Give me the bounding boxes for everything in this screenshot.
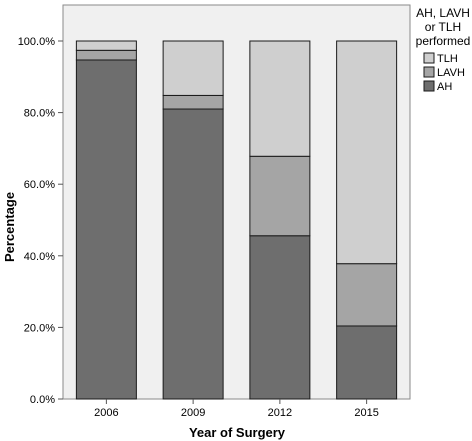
legend-swatch-lavh [423, 66, 435, 78]
y-tick-label: 100.0% [18, 36, 56, 48]
x-axis-label: Year of Surgery [189, 425, 286, 440]
legend-items: TLH LAVH AH [423, 52, 465, 93]
legend-label-ah: AH [437, 81, 452, 93]
bars-group [75, 40, 398, 400]
y-tick-label: 20.0% [24, 322, 55, 334]
y-tick-label: 60.0% [24, 179, 55, 191]
legend: AH, LAVH or TLH performed TLH LAVH AH [416, 6, 471, 93]
y-tick-label: 40.0% [24, 251, 55, 263]
x-tick-label-2006: 2006 [94, 407, 118, 419]
bar-ah-2006 [75, 59, 137, 400]
bar-lavh-2009 [162, 94, 224, 110]
bar-tlh-2012 [249, 40, 311, 157]
bar-ah-2012 [249, 235, 311, 400]
y-axis: 0.0% 20.0% 40.0% 60.0% 80.0% 100.0% [18, 36, 63, 406]
bar-tlh-2006 [75, 40, 137, 51]
legend-title-line-3: performed [416, 34, 471, 48]
legend-title-line-1: AH, LAVH [416, 6, 470, 20]
legend-label-lavh: LAVH [437, 67, 465, 79]
legend-swatch-ah [423, 80, 435, 92]
bar-lavh-2006 [75, 49, 137, 61]
bar-ah-2015 [336, 325, 398, 400]
x-tick-label-2015: 2015 [354, 407, 378, 419]
bar-lavh-2012 [249, 155, 311, 237]
legend-swatch-tlh [423, 52, 435, 64]
y-axis-label: Percentage [2, 192, 17, 262]
legend-label-tlh: TLH [437, 53, 458, 65]
x-tick-label-2012: 2012 [268, 407, 292, 419]
legend-title-line-2: or TLH [425, 20, 461, 34]
y-tick-label: 80.0% [24, 108, 55, 120]
bar-tlh-2009 [162, 40, 224, 96]
bar-tlh-2015 [336, 40, 398, 265]
bar-lavh-2015 [336, 263, 398, 327]
x-axis: 2006 2009 2012 2015 [94, 399, 379, 419]
x-tick-label-2009: 2009 [181, 407, 205, 419]
y-tick-label: 0.0% [30, 394, 55, 406]
bar-ah-2009 [162, 108, 224, 400]
